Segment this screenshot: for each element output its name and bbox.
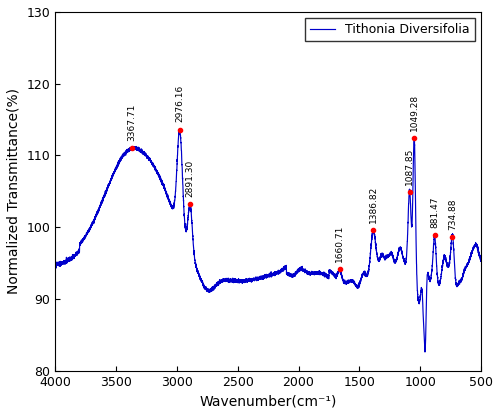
Text: 881.47: 881.47 (430, 197, 439, 228)
Text: 734.88: 734.88 (448, 198, 457, 229)
Text: 1049.28: 1049.28 (410, 93, 418, 131)
Text: 1087.85: 1087.85 (405, 147, 414, 185)
Legend: Tithonia Diversifolia: Tithonia Diversifolia (305, 18, 475, 41)
Text: 2891.30: 2891.30 (186, 159, 194, 197)
Y-axis label: Normalized Transmittance(%): Normalized Transmittance(%) (7, 88, 21, 294)
Text: 3367.71: 3367.71 (128, 103, 136, 141)
Text: 2976.16: 2976.16 (176, 85, 184, 122)
X-axis label: Wavenumber(cm⁻¹): Wavenumber(cm⁻¹) (200, 394, 337, 408)
Text: 1660.71: 1660.71 (336, 224, 344, 261)
Text: 1386.82: 1386.82 (368, 186, 378, 223)
